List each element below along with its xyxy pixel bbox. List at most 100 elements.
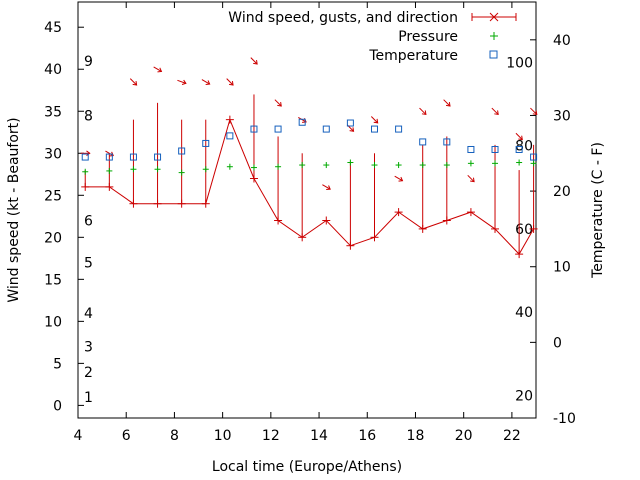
y-tick-label: 30 [44, 146, 62, 162]
temperature-point [346, 119, 354, 127]
temperature-point [298, 118, 306, 126]
x-axis: 4 6 8 10 12 14 16 18 20 22 [74, 2, 521, 444]
x-tick-label: 16 [358, 428, 376, 444]
legend-pressure-label: Pressure [398, 29, 458, 45]
plot-area [77, 1, 537, 419]
legend-temperature-mark [489, 50, 498, 59]
beaufort-label: 2 [84, 365, 93, 381]
temperature-point [530, 153, 538, 161]
temperature-point [370, 125, 378, 133]
direction-arrow [322, 184, 331, 190]
temperature-point [105, 153, 113, 161]
direction-arrow [467, 174, 475, 183]
x-tick-label: 10 [214, 428, 232, 444]
direction-arrow-head [205, 80, 211, 86]
direction-arrow [177, 79, 187, 84]
beaufort-label: 6 [84, 214, 93, 230]
temperature-point [491, 145, 499, 153]
direction-arrow-head [373, 118, 379, 124]
direction-arrow [530, 107, 538, 115]
direction-arrow [443, 99, 451, 107]
direction-arrow-head [445, 102, 451, 107]
y2-tick-label: 10 [553, 260, 571, 276]
y2-tick-label: -10 [553, 411, 576, 427]
y2-axis-label: Temperature (C - F) [590, 142, 606, 279]
temperature-point [178, 147, 186, 155]
direction-arrow-head [494, 110, 499, 116]
beaufort-label: 3 [84, 340, 93, 356]
direction-arrow [274, 99, 282, 107]
direction-arrow [491, 107, 499, 115]
temperature-point [202, 139, 210, 147]
y2-tick-label: 0 [553, 335, 562, 351]
x-tick-label: 18 [407, 428, 425, 444]
fahrenheit-label: 60 [515, 222, 533, 238]
direction-arrow-head [253, 59, 258, 65]
x-axis-label: Local time (Europe/Athens) [212, 459, 402, 475]
direction-arrow-head [326, 185, 331, 191]
direction-arrow [226, 78, 234, 86]
temperature-point [226, 132, 234, 140]
y-tick-label: 5 [53, 356, 62, 372]
y-tick-label: 40 [44, 62, 62, 78]
legend-temperature-label: Temperature [368, 48, 458, 64]
direction-arrow-head [109, 151, 114, 157]
direction-arrow-head [349, 127, 355, 132]
beaufort-label: 9 [84, 54, 93, 70]
fahrenheit-label: 100 [506, 56, 533, 72]
x-tick-label: 4 [74, 428, 83, 444]
direction-arrow [250, 57, 258, 65]
direction-arrow-head [532, 110, 538, 116]
y-tick-label: 25 [44, 188, 62, 204]
direction-arrow-head [157, 67, 163, 73]
beaufort-label: 4 [84, 306, 93, 322]
temperature-series [81, 118, 538, 161]
fahrenheit-label: 80 [515, 139, 533, 155]
fahrenheit-label: 40 [515, 305, 533, 321]
direction-arrow [370, 116, 379, 124]
direction-arrow-head [229, 80, 234, 86]
legend-wind-mark-b [489, 12, 499, 22]
y-tick-label: 20 [44, 230, 62, 246]
x-tick-label: 14 [310, 428, 328, 444]
temperature-point [154, 153, 162, 161]
y-tick-label: 15 [44, 272, 62, 288]
direction-arrow [129, 78, 137, 86]
x-tick-label: 22 [503, 428, 521, 444]
wind-speed-line [85, 118, 535, 255]
beaufort-label: 5 [84, 256, 93, 272]
direction-arrow-head [181, 79, 187, 85]
direction-arrow-head [277, 102, 282, 107]
temperature-point [81, 153, 89, 161]
y-axis-right: -10 0 10 20 30 40 [530, 33, 576, 427]
y-tick-label: 45 [44, 20, 62, 36]
x-tick-label: 8 [170, 428, 179, 444]
beaufort-label: 1 [84, 390, 93, 406]
direction-arrow-head [421, 110, 427, 116]
plot-frame [77, 1, 537, 419]
temperature-point [250, 125, 258, 133]
temperature-point [467, 145, 475, 153]
x-tick-label: 20 [455, 428, 473, 444]
y-tick-label: 0 [53, 398, 62, 414]
x-tick-label: 12 [262, 428, 280, 444]
direction-arrow [153, 66, 162, 72]
y-axis-left: 0 5 10 15 20 25 30 35 40 45 [44, 20, 84, 414]
direction-arrow-head [470, 177, 475, 183]
legend: Wind speed, gusts, and direction Pressur… [228, 10, 517, 64]
direction-arrow [201, 79, 210, 85]
temperature-point [395, 125, 403, 133]
direction-arrow [419, 107, 427, 115]
direction-arrow-head [518, 135, 523, 141]
x-tick-label: 6 [122, 428, 131, 444]
temperature-point [274, 125, 282, 133]
direction-arrow [515, 132, 523, 141]
temperature-point [515, 145, 523, 153]
y-tick-label: 10 [44, 314, 62, 330]
y2-tick-label: 30 [553, 108, 571, 124]
y-axis-label: Wind speed (kt - Beaufort) [6, 117, 22, 302]
y2-tick-label: 40 [553, 33, 571, 49]
fahrenheit-label: 20 [515, 388, 533, 404]
temperature-point [129, 153, 137, 161]
